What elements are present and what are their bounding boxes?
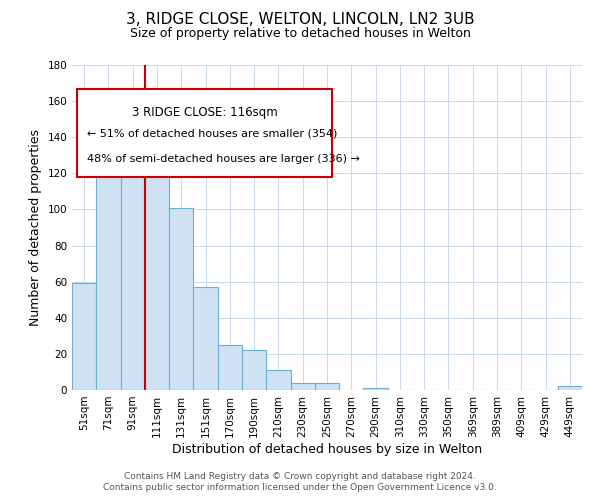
- Bar: [96, 172, 121, 390]
- Bar: [364, 388, 388, 390]
- Text: 3 RIDGE CLOSE: 116sqm: 3 RIDGE CLOSE: 116sqm: [132, 106, 277, 118]
- Text: 3, RIDGE CLOSE, WELTON, LINCOLN, LN2 3UB: 3, RIDGE CLOSE, WELTON, LINCOLN, LN2 3UB: [125, 12, 475, 28]
- Bar: [72, 284, 96, 390]
- Bar: [169, 208, 193, 390]
- Text: Contains HM Land Registry data © Crown copyright and database right 2024.: Contains HM Land Registry data © Crown c…: [124, 472, 476, 481]
- Bar: [193, 287, 218, 390]
- Bar: [242, 350, 266, 390]
- Bar: [121, 118, 145, 390]
- Bar: [290, 383, 315, 390]
- X-axis label: Distribution of detached houses by size in Welton: Distribution of detached houses by size …: [172, 442, 482, 456]
- Text: ← 51% of detached houses are smaller (354): ← 51% of detached houses are smaller (35…: [88, 128, 338, 138]
- Bar: [145, 137, 169, 390]
- Bar: [315, 383, 339, 390]
- Text: Contains public sector information licensed under the Open Government Licence v3: Contains public sector information licen…: [103, 484, 497, 492]
- Y-axis label: Number of detached properties: Number of detached properties: [29, 129, 42, 326]
- Text: 48% of semi-detached houses are larger (336) →: 48% of semi-detached houses are larger (…: [88, 154, 360, 164]
- Bar: [558, 386, 582, 390]
- Bar: [218, 345, 242, 390]
- Text: Size of property relative to detached houses in Welton: Size of property relative to detached ho…: [130, 28, 470, 40]
- Bar: [266, 370, 290, 390]
- FancyBboxPatch shape: [77, 90, 332, 177]
